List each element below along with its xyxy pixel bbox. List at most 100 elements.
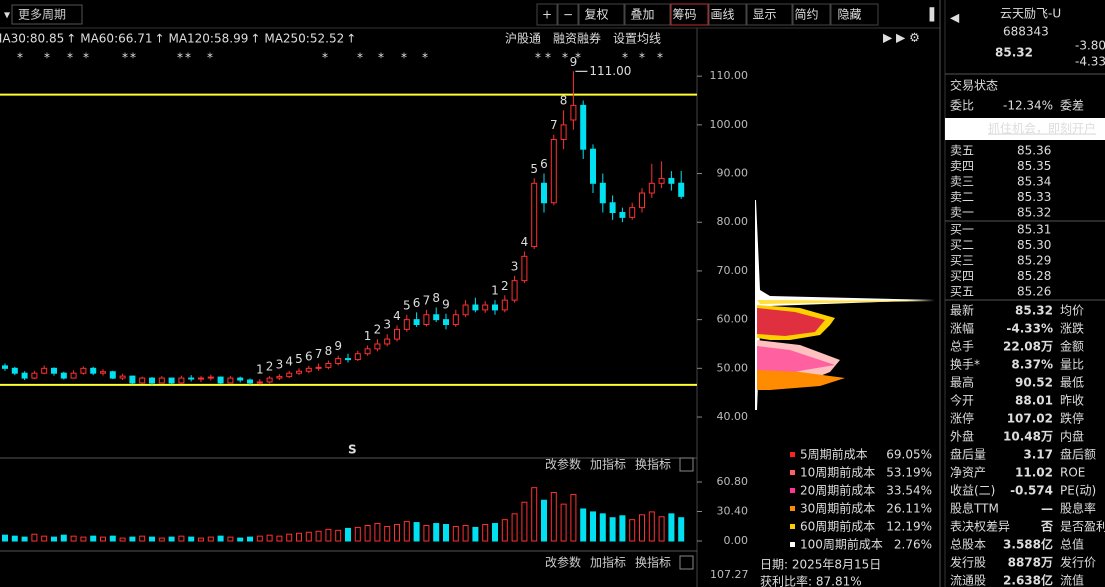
volume-bar: [619, 515, 626, 542]
bottom-axis-value: 107.27: [710, 568, 749, 581]
stat-label: 最新: [950, 303, 974, 318]
indicator-menu[interactable]: 改参数: [545, 555, 581, 570]
toolbar-button-label[interactable]: 复权: [584, 8, 608, 22]
toolbar-button[interactable]: [792, 3, 831, 26]
candle-body: [629, 207, 636, 218]
volume-bar: [60, 534, 67, 542]
candle-body: [658, 177, 665, 184]
indicator-menu[interactable]: 加指标: [590, 457, 626, 472]
toolbar-button-label[interactable]: +: [542, 8, 552, 22]
volume-bar: [70, 535, 77, 542]
volume-bar: [256, 535, 263, 542]
candle-body: [60, 372, 67, 379]
book-price: 85.28: [1017, 269, 1051, 283]
toolbar-button[interactable]: [536, 3, 558, 26]
toolbar-button[interactable]: [830, 3, 879, 26]
star-marker: *: [575, 51, 581, 65]
toolbar-button-label[interactable]: 筹码: [672, 8, 696, 22]
candle-body: [521, 255, 528, 282]
banner-bg[interactable]: [945, 118, 1105, 140]
stat-label: 外盘: [950, 429, 974, 444]
y-tick-label: 80.00: [717, 215, 749, 228]
indicator-menu[interactable]: 加指标: [590, 555, 626, 570]
close-button[interactable]: [679, 555, 694, 570]
candle-body: [31, 372, 38, 379]
legend-label: 30周期前成本: [800, 501, 875, 516]
stat-label: 总手: [950, 340, 974, 354]
stat-label: 总股本: [950, 538, 986, 552]
toolbar-button-label[interactable]: 显示: [752, 8, 776, 22]
toolbar-button-label[interactable]: −: [563, 8, 573, 22]
volume-bar: [109, 535, 116, 542]
link[interactable]: 融资融券: [553, 31, 601, 46]
banner[interactable]: 抓住机会，即刻开户: [988, 121, 1096, 136]
toolbar-button-label[interactable]: 简约: [794, 7, 818, 22]
cost-icon[interactable]: ▶ ▶ ⚙: [883, 31, 920, 45]
peak-label: 111.00: [589, 64, 631, 78]
volume-bar: [129, 536, 136, 542]
toolbar-button[interactable]: [746, 3, 793, 26]
book-label: 卖二: [950, 190, 974, 204]
indicator-menu[interactable]: 换指标: [635, 457, 671, 472]
volume-bar: [217, 535, 224, 542]
volume-bar: [266, 534, 273, 542]
star-marker: *: [622, 51, 628, 65]
star-marker: *: [639, 51, 645, 65]
stat-label2: 最低: [1060, 376, 1084, 390]
volume-bar: [609, 517, 616, 542]
collapse-icon[interactable]: ▐: [925, 7, 935, 22]
star-marker: *: [17, 51, 23, 65]
candle-body: [335, 358, 342, 364]
back-icon[interactable]: ◀: [950, 11, 960, 25]
stat-value: 8.37%: [1011, 358, 1053, 372]
candle-body: [296, 370, 302, 374]
candle-body: [590, 148, 596, 184]
toolbar-button[interactable]: [578, 3, 625, 26]
volume-bar: [296, 532, 302, 542]
link[interactable]: 设置均线: [613, 32, 661, 46]
toolbar-button-label[interactable]: 叠加: [630, 8, 654, 22]
y-tick-label: 0.00: [724, 534, 749, 547]
link[interactable]: 沪股通: [505, 32, 541, 46]
period-menu[interactable]: [11, 4, 83, 25]
candle-body: [619, 212, 626, 218]
toolbar-button[interactable]: [670, 3, 709, 26]
legend-label: 20周期前成本: [800, 483, 875, 498]
candle-body: [2, 365, 8, 369]
volume-bar: [207, 536, 214, 542]
toolbar-button[interactable]: [624, 3, 671, 26]
indicator-menu[interactable]: 改参数: [545, 457, 581, 472]
toolbar-button-label[interactable]: 画线: [710, 8, 734, 22]
ma-label: MA250:52.52: [264, 32, 344, 46]
candle-body: [413, 319, 420, 326]
td-count: 9: [442, 297, 450, 311]
candle-body: [227, 377, 234, 384]
legend-swatch: [790, 506, 795, 511]
toolbar-button-label[interactable]: 隐藏: [837, 8, 861, 22]
volume-bar: [364, 524, 371, 542]
volume-bar: [403, 521, 410, 542]
stat-label2: 量比: [1060, 358, 1084, 372]
cost-date: 日期: 2025年8月15日: [760, 558, 881, 572]
candle-body: [599, 182, 606, 204]
toolbar-button[interactable]: [557, 3, 579, 26]
volume-bar: [139, 535, 146, 542]
volume-bar: [11, 535, 18, 542]
commission-ratio: -12.34%: [1003, 99, 1053, 113]
indicator-menu[interactable]: 换指标: [635, 555, 671, 570]
book-price: 85.29: [1017, 254, 1051, 268]
close-button[interactable]: [679, 457, 694, 472]
y-tick-label: 70.00: [717, 264, 749, 277]
toolbar-button[interactable]: [708, 3, 747, 26]
signal-mark: S: [348, 443, 357, 457]
period-menu-label[interactable]: 更多周期: [18, 8, 66, 22]
legend-swatch: [790, 452, 795, 457]
stat-label: 最高: [950, 375, 974, 390]
candle-body: [178, 377, 185, 384]
volume-bar: [550, 492, 557, 542]
legend-label: 60周期前成本: [800, 519, 875, 534]
volume-bar: [541, 499, 547, 542]
td-count: 1: [491, 284, 499, 298]
volume-bar: [570, 493, 577, 542]
